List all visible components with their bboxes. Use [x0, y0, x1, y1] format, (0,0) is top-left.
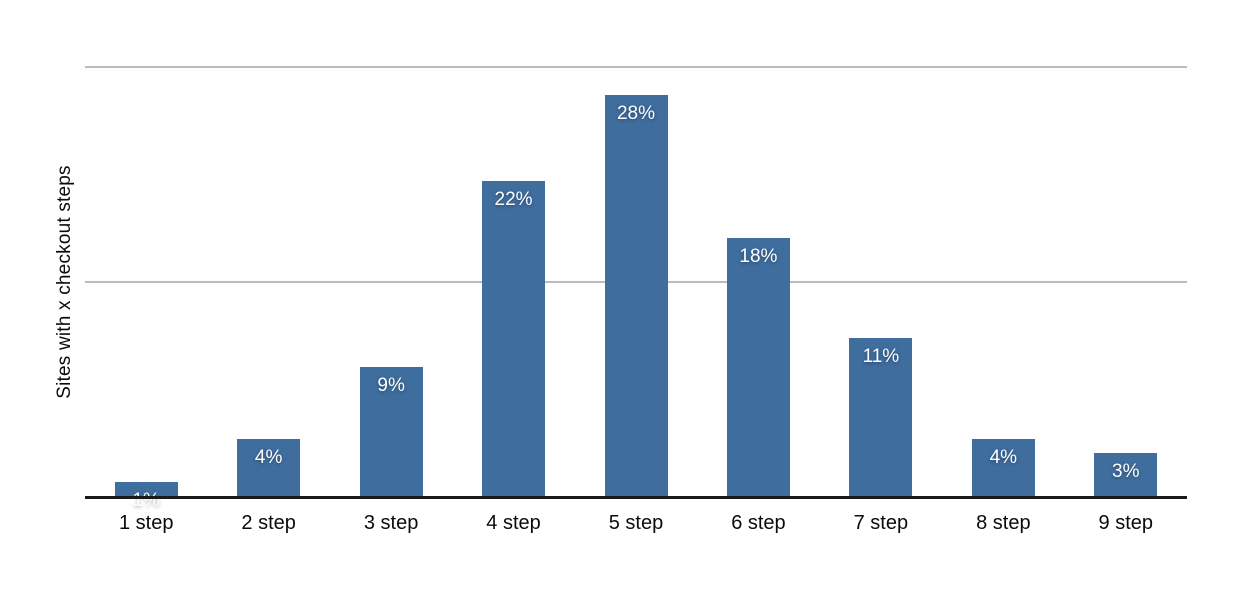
- x-axis-tick-label: 6 step: [731, 512, 786, 534]
- bar-value-label: 4%: [254, 446, 283, 468]
- bars: 1% 4% 9% 22% 28% 18% 11% 4% 3%: [85, 66, 1187, 511]
- bar-value-label: 9%: [377, 375, 405, 396]
- y-axis-label: Sites with x checkout steps: [54, 165, 75, 399]
- x-axis-tick-label: 4 step: [486, 512, 541, 534]
- bar: 4%: [971, 438, 1035, 496]
- gridline: [85, 66, 1187, 68]
- bar: 3%: [1094, 453, 1158, 496]
- x-axis-tick-label: 3 step: [363, 512, 419, 534]
- bar: 4%: [237, 438, 301, 496]
- bar-value-label: 3%: [1112, 461, 1140, 482]
- bar-value-label: 28%: [616, 102, 656, 124]
- bar: 22%: [482, 180, 546, 496]
- x-axis-tick-label: 8 step: [976, 512, 1031, 534]
- x-axis-tick-label: 5 step: [608, 512, 664, 534]
- bar-value-label: 4%: [989, 446, 1018, 468]
- plot-area: 1% 4% 9% 22% 28% 18% 11% 4% 3% 1 step 2 step 3 ste…: [85, 66, 1187, 534]
- bar: 28%: [604, 94, 668, 496]
- bar-value-label: 11%: [862, 346, 900, 368]
- x-axis-tick-label: 2 step: [241, 512, 296, 534]
- bar: 1%: [114, 481, 178, 511]
- bar: 9%: [359, 367, 423, 496]
- bar-value-label: 22%: [494, 188, 533, 210]
- bar: 11%: [849, 338, 913, 496]
- x-axis-tick-label: 7 step: [853, 512, 909, 534]
- x-axis-line: [85, 496, 1187, 499]
- bar-value-label: 18%: [739, 246, 778, 267]
- bar: 18%: [726, 238, 790, 496]
- x-axis-tick-label: 9 step: [1098, 512, 1153, 534]
- bar-value-label: 1%: [132, 489, 160, 511]
- x-axis-tick-labels: 1 step 2 step 3 step 4 step 5 step 6 step 7 st…: [85, 512, 1187, 540]
- x-axis-tick-label: 1 step: [118, 512, 174, 534]
